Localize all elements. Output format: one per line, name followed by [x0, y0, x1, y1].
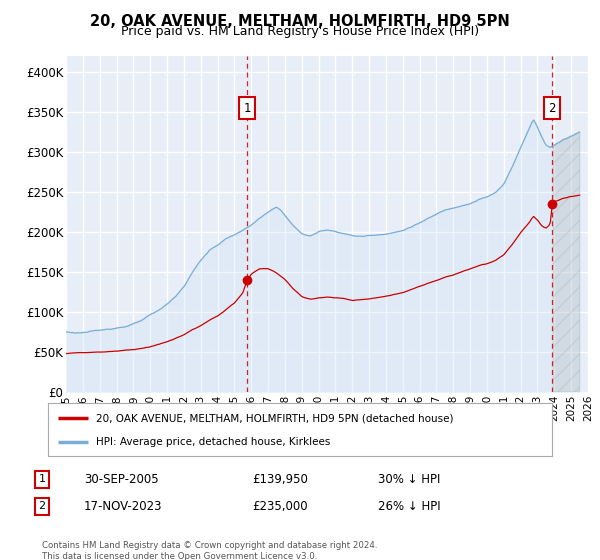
- Text: £235,000: £235,000: [252, 500, 308, 512]
- Text: 20, OAK AVENUE, MELTHAM, HOLMFIRTH, HD9 5PN (detached house): 20, OAK AVENUE, MELTHAM, HOLMFIRTH, HD9 …: [96, 413, 454, 423]
- Text: 1: 1: [243, 101, 251, 114]
- Text: 2: 2: [38, 501, 46, 511]
- Text: HPI: Average price, detached house, Kirklees: HPI: Average price, detached house, Kirk…: [96, 436, 330, 446]
- Text: Contains HM Land Registry data © Crown copyright and database right 2024.
This d: Contains HM Land Registry data © Crown c…: [42, 542, 377, 560]
- Text: 30% ↓ HPI: 30% ↓ HPI: [378, 473, 440, 486]
- Text: 26% ↓ HPI: 26% ↓ HPI: [378, 500, 440, 512]
- Text: 1: 1: [38, 474, 46, 484]
- Text: 17-NOV-2023: 17-NOV-2023: [84, 500, 163, 512]
- Text: 2: 2: [548, 101, 556, 114]
- Text: Price paid vs. HM Land Registry's House Price Index (HPI): Price paid vs. HM Land Registry's House …: [121, 25, 479, 38]
- Text: 30-SEP-2005: 30-SEP-2005: [84, 473, 158, 486]
- Text: £139,950: £139,950: [252, 473, 308, 486]
- Text: 20, OAK AVENUE, MELTHAM, HOLMFIRTH, HD9 5PN: 20, OAK AVENUE, MELTHAM, HOLMFIRTH, HD9 …: [90, 14, 510, 29]
